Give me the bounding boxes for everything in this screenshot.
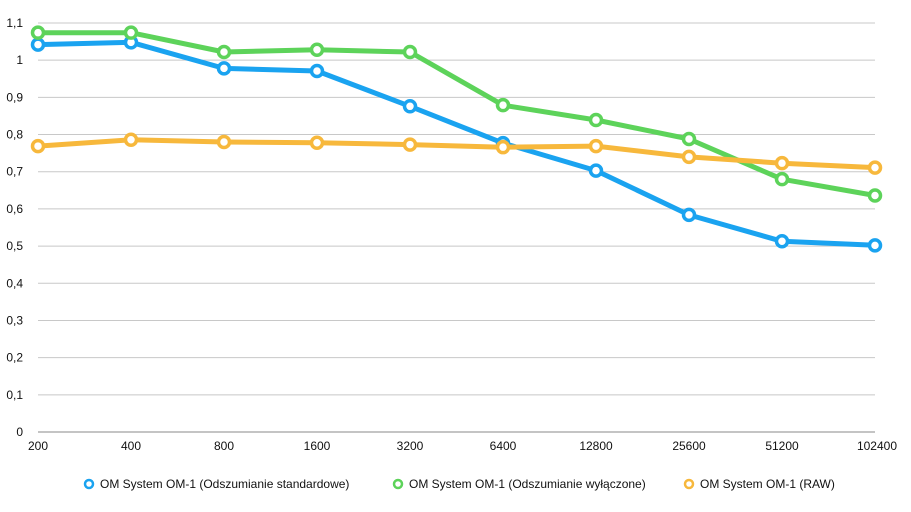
data-point <box>30 25 46 40</box>
y-tick-label: 0,1 <box>6 388 23 402</box>
legend-marker-icon <box>83 478 95 490</box>
data-point <box>774 155 790 171</box>
y-tick-label: 0,6 <box>6 202 23 216</box>
y-tick-label: 0,8 <box>6 128 23 142</box>
series-2 <box>30 132 883 175</box>
legend-item: OM System OM-1 (Odszumianie wyłączone) <box>392 477 646 491</box>
grid-layer <box>38 22 875 433</box>
x-tick-label: 1600 <box>304 439 331 453</box>
x-tick-label: 25600 <box>672 439 706 453</box>
data-point <box>216 44 232 60</box>
data-point <box>309 135 325 150</box>
x-tick-label: 102400 <box>857 439 897 453</box>
x-tick-label: 51200 <box>765 439 799 453</box>
data-point <box>495 139 511 155</box>
y-tick-label: 1 <box>16 53 23 67</box>
x-axis-ticks: 200 400 800 1600 3200 6400 12800 25600 51200 1024… <box>28 439 897 453</box>
data-point <box>588 112 604 128</box>
data-point <box>30 37 46 52</box>
data-point <box>216 134 232 150</box>
legend-marker-icon <box>683 478 695 490</box>
data-point <box>123 25 139 40</box>
x-tick-label: 3200 <box>397 439 424 453</box>
data-point <box>216 61 232 76</box>
series-line <box>35 39 878 248</box>
data-point <box>588 138 604 154</box>
x-tick-label: 400 <box>121 439 141 453</box>
data-point <box>588 163 604 178</box>
legend-label: OM System OM-1 (Odszumianie wyłączone) <box>409 477 646 491</box>
data-point <box>774 171 790 187</box>
series-layer <box>30 25 883 253</box>
y-tick-label: 0,5 <box>6 239 23 253</box>
data-point <box>309 63 325 79</box>
series-0 <box>30 35 883 253</box>
y-axis-ticks: 0 0,1 0,2 0,3 0,4 0,5 0,6 0,7 0,8 0,9 1 1,1 <box>6 16 23 439</box>
data-point <box>681 149 697 165</box>
data-point <box>867 238 883 253</box>
series-line <box>35 137 878 171</box>
legend-marker-icon <box>392 478 404 490</box>
data-point <box>867 188 883 203</box>
data-point <box>681 131 697 147</box>
x-tick-label: 200 <box>28 439 48 453</box>
y-tick-label: 0,4 <box>6 276 23 290</box>
y-tick-label: 0,3 <box>6 313 23 327</box>
legend-item: OM System OM-1 (Odszumianie standardowe) <box>83 477 349 491</box>
y-tick-label: 0,7 <box>6 165 23 179</box>
x-tick-label: 12800 <box>579 439 613 453</box>
data-point <box>402 99 418 114</box>
data-point <box>681 207 697 223</box>
y-tick-label: 0 <box>16 425 23 439</box>
data-point <box>402 44 418 60</box>
series-line <box>35 30 878 198</box>
y-tick-label: 0,9 <box>6 90 23 104</box>
data-point <box>774 234 790 249</box>
y-tick-label: 0,2 <box>6 351 23 365</box>
data-point <box>495 97 511 113</box>
data-point <box>402 137 418 152</box>
data-point <box>30 138 46 154</box>
series-1 <box>30 25 883 203</box>
data-point <box>123 132 139 148</box>
x-tick-label: 800 <box>214 439 234 453</box>
legend-label: OM System OM-1 (Odszumianie standardowe) <box>100 477 349 491</box>
legend-item: OM System OM-1 (RAW) <box>683 477 835 491</box>
x-tick-label: 6400 <box>490 439 517 453</box>
legend-label: OM System OM-1 (RAW) <box>700 477 835 491</box>
legend: OM System OM-1 (Odszumianie standardowe)… <box>83 477 835 491</box>
y-tick-label: 1,1 <box>6 16 23 30</box>
data-point <box>309 42 325 58</box>
data-point <box>867 160 883 175</box>
